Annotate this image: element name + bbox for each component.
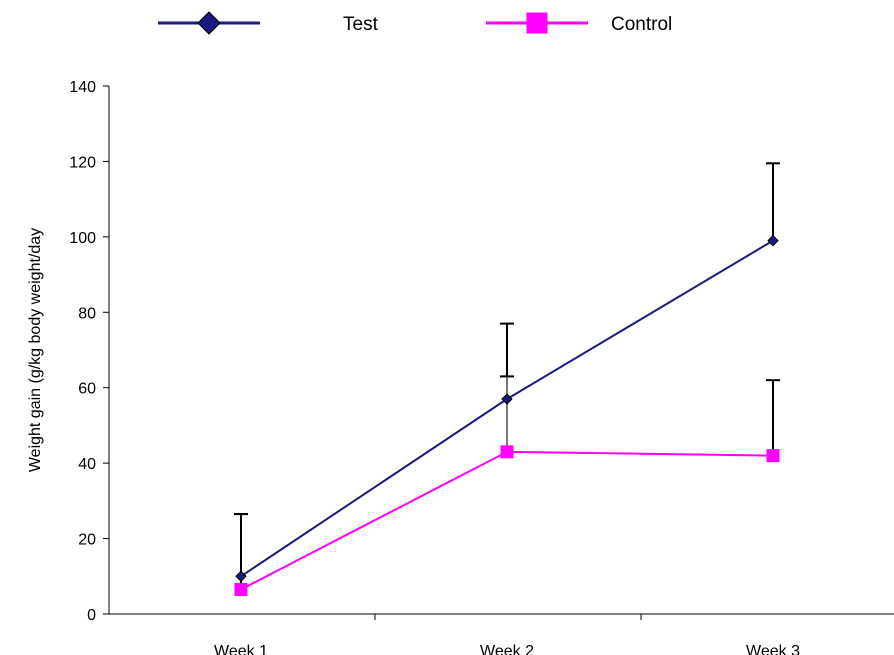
y-tick-label: 120 — [69, 154, 96, 171]
data-point-control — [234, 582, 248, 596]
series-line-control — [240, 450, 774, 591]
y-tick-labels: 0 20 40 60 80 100 120 140 — [69, 79, 96, 624]
x-tick-label: Week 3 — [746, 643, 800, 655]
y-axis-title: Weight gain (g/kg body weight/day — [27, 228, 44, 472]
axes — [103, 85, 894, 620]
legend-marker — [526, 12, 548, 34]
data-point-control — [500, 445, 514, 459]
legend: Test Control — [158, 11, 672, 35]
x-tick-label: Week 1 — [214, 643, 268, 655]
legend-item-test: Test — [158, 11, 379, 35]
legend-label: Test — [343, 14, 379, 35]
data-point-control — [766, 449, 780, 463]
legend-marker — [197, 11, 221, 35]
y-tick-label: 40 — [78, 456, 96, 473]
y-tick-label: 0 — [87, 607, 96, 624]
y-tick-label: 140 — [69, 79, 96, 96]
x-tick-labels: Week 1 Week 2 Week 3 — [214, 643, 800, 655]
y-tick-label: 80 — [78, 305, 96, 322]
data-point-test — [501, 393, 513, 405]
y-tick-label: 20 — [78, 532, 96, 549]
data-point-test — [767, 234, 779, 247]
legend-item-control: Control — [486, 12, 672, 35]
x-tick-label: Week 2 — [480, 643, 534, 655]
y-tick-label: 100 — [69, 230, 96, 247]
series-markers — [234, 234, 780, 596]
legend-label: Control — [611, 14, 672, 35]
data-point-test — [235, 570, 247, 582]
y-tick-label: 60 — [78, 381, 96, 398]
